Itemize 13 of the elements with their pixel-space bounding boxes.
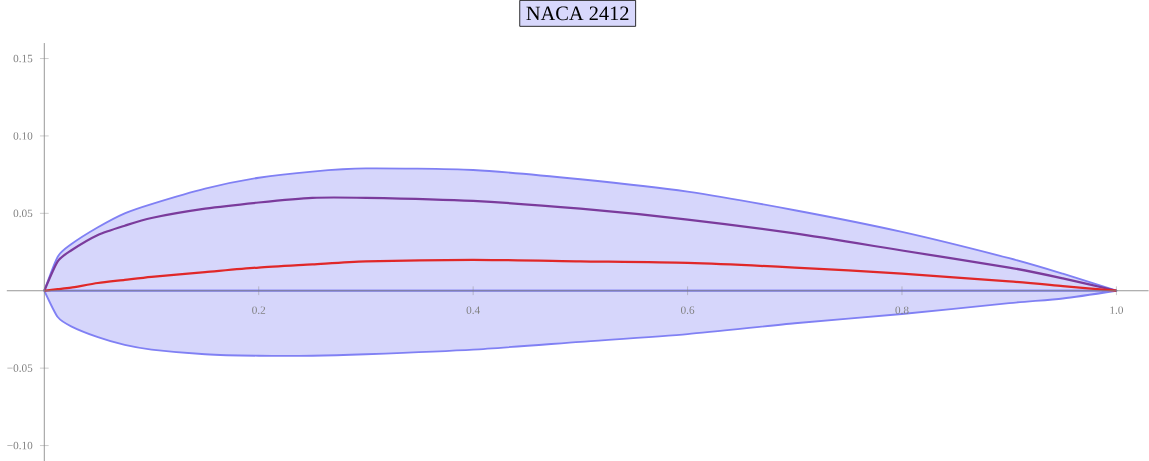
line-series [43,196,1118,292]
y-tick-label: 0.10 [13,131,33,140]
y-tick-label: 0.05 [13,209,33,217]
x-tick-label: 0.6 [680,306,695,314]
x-tick-label: 0.8 [895,306,909,314]
chart-title: NACA 2412 [526,6,629,20]
y-tick-label: −0.05 [7,364,33,372]
line-series [43,258,1118,292]
x-tick-label: 0.4 [466,306,480,314]
x-tick-label: 1.0 [1110,306,1124,314]
y-tick-label: 0.15 [13,54,33,63]
x-tick-label: 0.2 [252,306,266,314]
y-tick-label: −0.10 [7,441,33,450]
